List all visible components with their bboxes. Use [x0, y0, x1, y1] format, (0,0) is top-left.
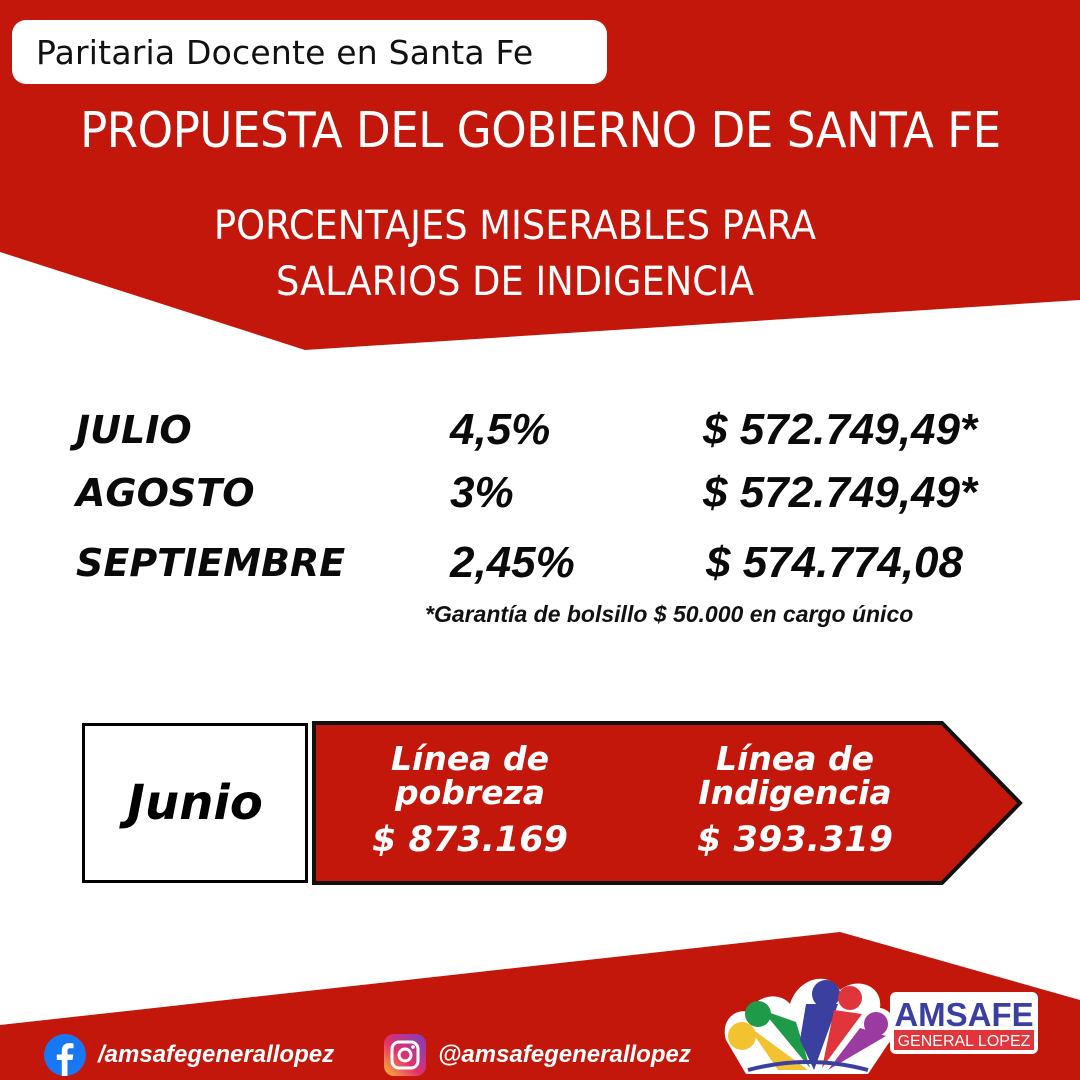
- topic-tag: Paritaria Docente en Santa Fe: [12, 20, 607, 84]
- logo-subtitle: GENERAL LOPEZ: [898, 1033, 1031, 1050]
- poverty-line: Línea de pobreza $ 873.169: [360, 739, 580, 861]
- subtitle-line-1: PORCENTAJES MISERABLES PARA: [213, 203, 817, 249]
- topic-tag-label: Paritaria Docente en Santa Fe: [36, 32, 534, 72]
- facebook-handle: /amsafegenerallopez: [98, 1041, 335, 1068]
- instagram-handle: @amsafegenerallopez: [438, 1041, 691, 1068]
- proposal-row: AGOSTO 3% $ 572.749,49*: [0, 463, 1080, 523]
- period-label: Junio: [127, 775, 263, 831]
- indigence-line: Línea de Indigencia $ 393.319: [680, 739, 910, 861]
- percent-value: 3%: [450, 468, 514, 517]
- main-title: PROPUESTA DEL GOBIERNO DE SANTA FE: [80, 102, 1001, 159]
- proposal-row: JULIO 4,5% $ 572.749,49*: [0, 400, 1080, 460]
- amount-value: $ 572.749,49*: [703, 468, 978, 517]
- header-banner-shape: [0, 0, 1080, 350]
- poverty-label-2: pobreza: [394, 773, 546, 812]
- indigence-label-2: Indigencia: [698, 773, 892, 812]
- poverty-value: $ 873.169: [372, 820, 568, 860]
- period-box: Junio: [82, 723, 308, 883]
- percent-value: 4,5%: [450, 405, 551, 454]
- instagram-link[interactable]: @amsafegenerallopez: [384, 1034, 691, 1076]
- subtitle-line-2: SALARIOS DE INDIGENCIA: [275, 259, 755, 305]
- facebook-icon: [44, 1034, 86, 1076]
- instagram-icon: [384, 1034, 426, 1076]
- logo-name: AMSAFE: [894, 996, 1033, 1033]
- percent-value: 2,45%: [450, 538, 575, 587]
- facebook-link[interactable]: /amsafegenerallopez: [44, 1034, 334, 1076]
- footnote: *Garantía de bolsillo $ 50.000 en cargo …: [425, 601, 914, 627]
- poverty-label-1: Línea de: [391, 739, 549, 778]
- amsafe-logo: AMSAFE GENERAL LOPEZ: [724, 978, 1038, 1074]
- amount-value: $ 574.774,08: [706, 538, 963, 587]
- indigence-label-1: Línea de: [716, 739, 874, 778]
- indigence-value: $ 393.319: [697, 820, 893, 860]
- amount-value: $ 572.749,49*: [703, 405, 978, 454]
- reference-arrow: [312, 721, 1023, 885]
- month-label: SEPTIEMBRE: [76, 541, 346, 585]
- logo-figures-icon: [724, 978, 895, 1074]
- proposal-row: SEPTIEMBRE 2,45% $ 574.774,08: [0, 533, 1080, 593]
- month-label: AGOSTO: [76, 471, 255, 515]
- subtitle: PORCENTAJES MISERABLES PARA SALARIOS DE …: [133, 198, 897, 310]
- month-label: JULIO: [76, 408, 192, 452]
